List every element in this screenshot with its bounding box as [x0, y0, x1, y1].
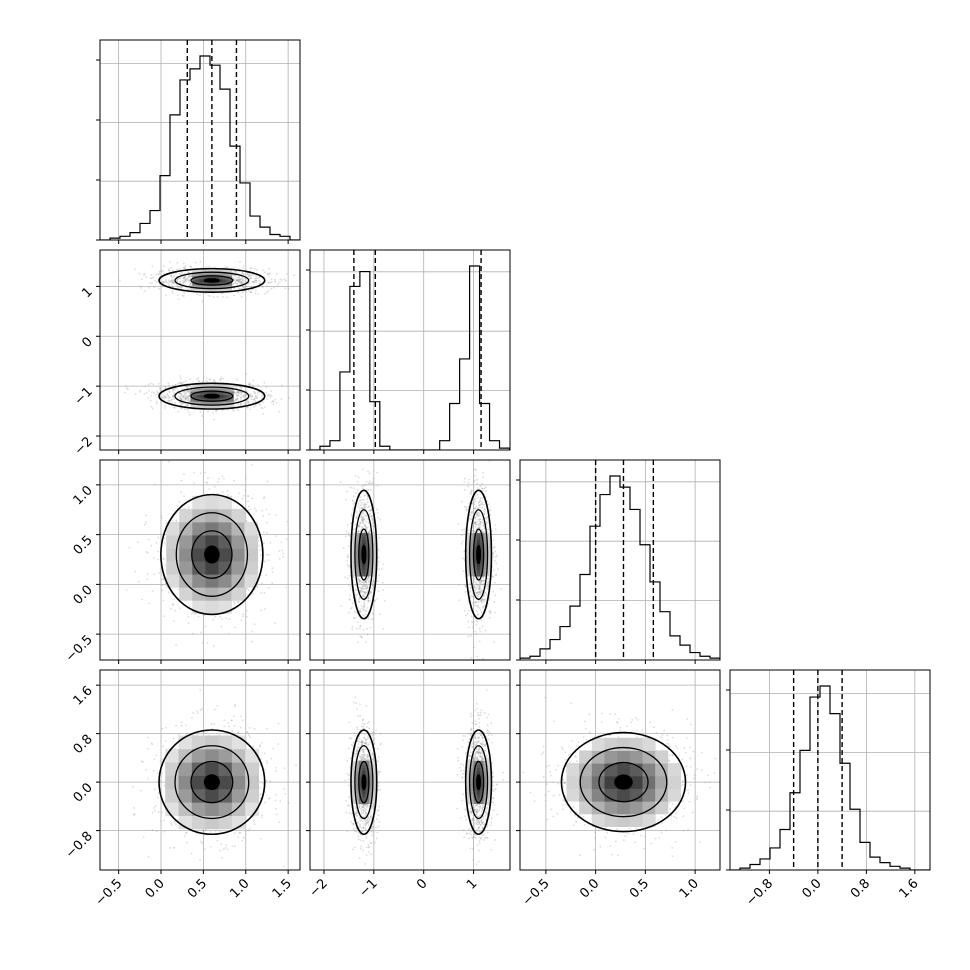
contour-1-2-1-2 [472, 528, 485, 581]
contour-1-3-1-2 [472, 760, 485, 804]
histogram-panel-3: −0.8 0.0 0.8 1.6 [726, 669, 931, 909]
contour-1-3-0-1 [354, 745, 374, 820]
contour-0-1-0-3 [203, 278, 220, 283]
density-shading-0-3-0 [165, 735, 260, 830]
joint-frame-2-3 [519, 669, 721, 871]
contour-2-3-0-3 [614, 774, 633, 790]
histogram-panel-2 [516, 459, 721, 664]
y-tick-label-p3-1: 0.0 [71, 780, 96, 805]
x-tick-label-p2-2: 0.5 [627, 876, 652, 901]
y-tick-label-p3-2: 0.8 [71, 732, 96, 757]
x-tick-label-p0-1: 0.0 [143, 876, 168, 901]
joint-panel-0-1: −2 −1 0 1 [72, 249, 301, 458]
histogram-step-1 [310, 265, 510, 450]
joint-panel-1-2 [306, 459, 511, 664]
x-tick-label-p0-0: −0.5 [93, 876, 126, 909]
joint-frame-0-3 [99, 669, 301, 871]
x-tick-label-p3-0: −0.8 [743, 876, 776, 909]
x-tick-label-p2-1: 0.0 [577, 876, 602, 901]
histogram-panel-0 [96, 39, 301, 244]
y-tick-label-p1-1: −1 [72, 384, 96, 408]
x-tick-label-p0-3: 1.0 [227, 876, 252, 901]
contour-1-3-1-0 [464, 729, 493, 836]
histogram-step-2 [520, 475, 720, 660]
y-tick-label-p2-1: 0.0 [71, 583, 96, 608]
histogram-frame-0 [99, 39, 301, 241]
contour-1-2-1-0 [464, 489, 493, 620]
x-tick-label-p1-1: −1 [357, 876, 381, 900]
contour-0-1-0-2 [190, 275, 234, 286]
contour-0-1-1-3 [203, 393, 220, 399]
x-tick-label-p2-3: 1.0 [677, 876, 702, 901]
contour-0-2-0-2 [191, 530, 233, 579]
x-tick-label-p1-3: 1 [464, 876, 480, 892]
contour-0-1-1-2 [190, 390, 234, 402]
joint-panel-2-3: −0.5 0.0 0.5 1.0 [516, 669, 721, 909]
x-tick-label-p3-1: 0.0 [799, 876, 824, 901]
histogram-panel-1 [306, 249, 511, 454]
joint-frame-0-1 [99, 249, 301, 451]
joint-panel-1-3: −2 −1 0 1 [306, 669, 511, 900]
contour-2-3-0-2 [598, 761, 649, 803]
contour-0-2-0-0 [160, 493, 264, 616]
histogram-step-3 [730, 685, 930, 870]
contour-1-2-1-1 [468, 509, 489, 600]
histogram-step-0 [100, 55, 300, 240]
contour-0-3-0-0 [158, 729, 266, 836]
contour-1-2-0-3 [361, 544, 367, 565]
contour-2-3-0-1 [579, 746, 668, 818]
density-shading-0-2-0 [166, 495, 259, 614]
x-tick-label-p0-2: 0.5 [185, 876, 210, 901]
y-tick-label-p2-2: 0.5 [71, 533, 96, 558]
contour-1-3-1-1 [468, 745, 489, 820]
x-tick-label-p3-3: 1.6 [896, 876, 921, 901]
contour-0-2-0-1 [175, 512, 249, 597]
contour-0-2-0-3 [204, 545, 220, 564]
joint-frame-0-2 [99, 459, 301, 661]
density-shading-1-2-0 [352, 533, 376, 577]
joint-frame-1-2 [309, 459, 511, 661]
x-tick-label-p2-0: −0.5 [520, 876, 553, 909]
contour-1-3-0-0 [350, 729, 378, 836]
joint-frame-1-3 [309, 669, 511, 871]
y-tick-label-p2-3: 1.0 [71, 483, 96, 508]
contour-0-3-0-1 [174, 745, 250, 820]
contour-0-1-1-0 [158, 382, 266, 410]
y-tick-label-p2-0: −0.5 [63, 632, 96, 665]
contour-0-1-0-1 [174, 271, 250, 290]
contour-1-2-0-0 [350, 489, 378, 620]
contour-0-3-0-2 [190, 760, 234, 804]
contour-1-2-1-3 [476, 544, 482, 565]
y-tick-label-p3-0: −0.8 [63, 829, 96, 862]
x-tick-label-p3-2: 0.8 [848, 876, 873, 901]
density-shading-1-3-0 [352, 760, 376, 805]
x-tick-label-p0-4: 1.5 [270, 876, 295, 901]
histogram-frame-2 [519, 459, 721, 661]
y-tick-label-p1-2: 0 [79, 335, 95, 351]
y-tick-label-p1-0: −2 [72, 434, 96, 458]
x-tick-label-p1-2: 0 [414, 876, 430, 892]
contour-1-3-0-2 [358, 760, 370, 804]
contour-1-2-0-1 [354, 509, 374, 600]
contour-1-3-1-3 [476, 774, 482, 791]
histogram-frame-3 [729, 669, 931, 871]
joint-panel-0-2: −0.5 0.0 0.5 1.0 [63, 459, 301, 665]
histogram-frame-1 [309, 249, 511, 451]
y-tick-label-p3-3: 1.6 [71, 683, 96, 708]
contour-2-3-0-0 [560, 731, 687, 833]
contour-1-3-0-3 [361, 774, 367, 791]
y-tick-label-p1-3: 1 [79, 285, 95, 301]
joint-panel-0-3: −0.5 0.0 0.5 1.0 1.5 −0.8 0.0 0.8 1.6 [63, 669, 301, 909]
contour-1-2-0-2 [358, 528, 370, 581]
contour-0-3-0-3 [203, 774, 220, 791]
contour-0-1-1-1 [174, 386, 250, 406]
contour-0-1-0-0 [158, 267, 266, 294]
x-tick-label-p1-0: −2 [307, 876, 331, 900]
